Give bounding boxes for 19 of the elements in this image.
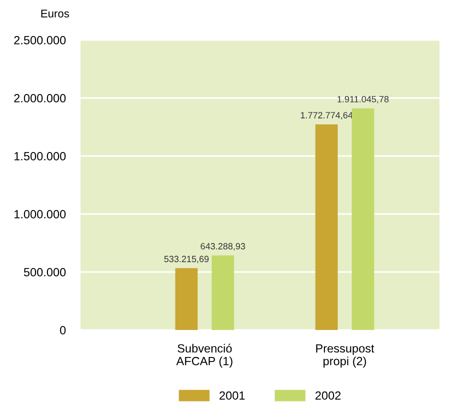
data-label: 1.911.045,78 — [338, 96, 389, 104]
data-label: 643.288,93 — [200, 243, 246, 250]
legend-label: 2001 — [220, 391, 245, 400]
y-tick-label: 500.000 — [24, 268, 66, 276]
bar — [175, 268, 198, 330]
data-label: 1.772.774,64 — [300, 112, 353, 120]
bar — [212, 255, 234, 330]
x-tick-label: Subvenció AFCAP (1) — [176, 344, 232, 368]
legend-label: 2002 — [315, 391, 341, 400]
y-axis-title: Euros — [41, 10, 70, 18]
y-tick-label: 1.500.000 — [14, 152, 66, 160]
data-label: 533.215,69 — [164, 256, 209, 264]
y-tick-label: 2.000.000 — [14, 94, 66, 102]
bar — [315, 124, 338, 330]
x-tick-label: Pressupost propi (2) — [316, 344, 374, 368]
y-tick-label: 0 — [60, 326, 66, 334]
y-tick-label: 2.500.000 — [14, 36, 66, 44]
y-tick-label: 1.000.000 — [14, 210, 66, 218]
bar — [352, 108, 374, 330]
